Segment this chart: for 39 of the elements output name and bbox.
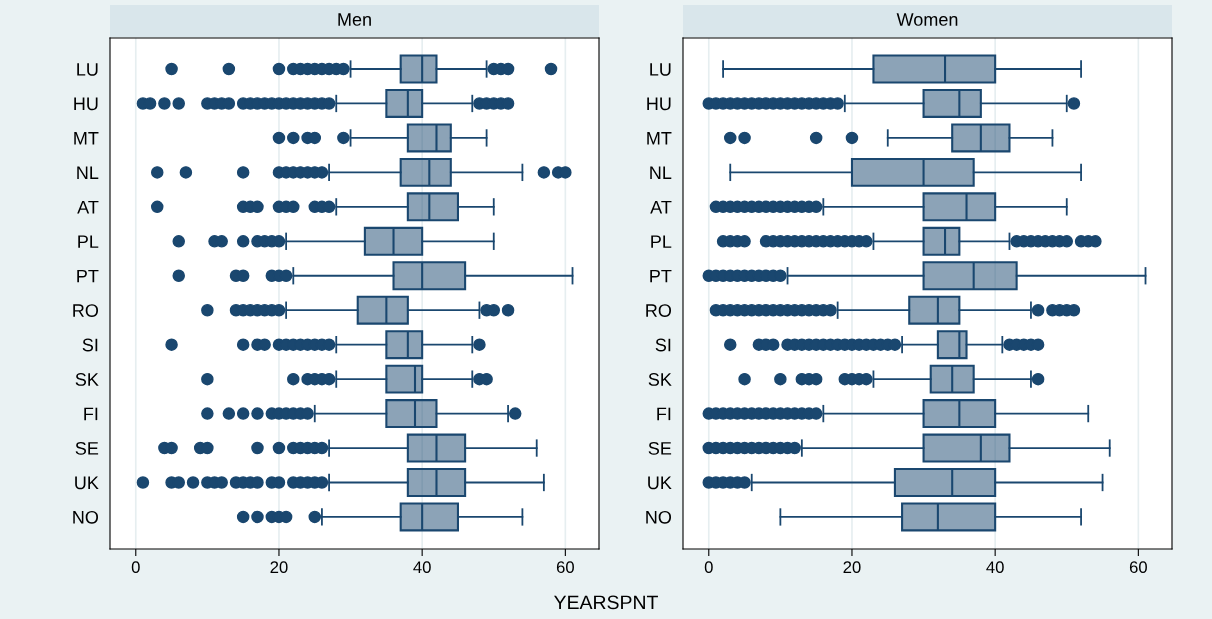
y-tick-label: SE (648, 441, 672, 455)
y-tick-label: PL (651, 235, 672, 248)
x-tick-label: 20 (270, 561, 288, 574)
x-tick-label: 20 (843, 561, 861, 574)
y-tick-label: HU (74, 97, 98, 111)
chart-title: Women (896, 13, 958, 26)
y-tick-label: SE (75, 441, 99, 455)
y-tick-label: NO (73, 510, 99, 524)
y-tick-label: FI (84, 407, 98, 421)
y-tick-label: UK (75, 476, 99, 490)
y-tick-label: MT (647, 132, 672, 145)
y-tick-label: SI (82, 338, 98, 352)
x-tick-label: 60 (1129, 561, 1147, 574)
chart-title: Men (338, 13, 371, 26)
y-tick-label: MT (74, 132, 99, 145)
y-tick-label: RO (73, 304, 99, 317)
x-tick-label: 40 (986, 561, 1004, 574)
y-tick-label: UK (648, 476, 672, 490)
y-tick-label: SK (648, 373, 672, 386)
x-tick-label: 0 (704, 561, 713, 574)
x-axis-title: YEARSPNT (554, 595, 658, 610)
x-tick-label: 60 (556, 561, 574, 574)
y-tick-label: LU (77, 63, 98, 76)
y-tick-label: SK (75, 373, 99, 386)
y-tick-label: PT (650, 269, 672, 283)
y-tick-label: PT (77, 269, 99, 283)
y-tick-label: NL (650, 166, 672, 179)
y-tick-label: SI (655, 338, 671, 352)
x-tick-label: 40 (413, 561, 431, 574)
y-tick-label: AT (650, 200, 672, 214)
y-tick-label: HU (647, 97, 671, 111)
y-tick-label: RO (646, 304, 672, 317)
y-tick-label: FI (657, 407, 671, 421)
y-tick-label: NO (646, 510, 672, 524)
y-tick-label: PL (78, 235, 99, 248)
y-tick-label: NL (77, 166, 99, 179)
y-tick-label: LU (650, 63, 671, 76)
x-tick-label: 0 (131, 561, 140, 574)
y-tick-label: AT (77, 200, 99, 214)
